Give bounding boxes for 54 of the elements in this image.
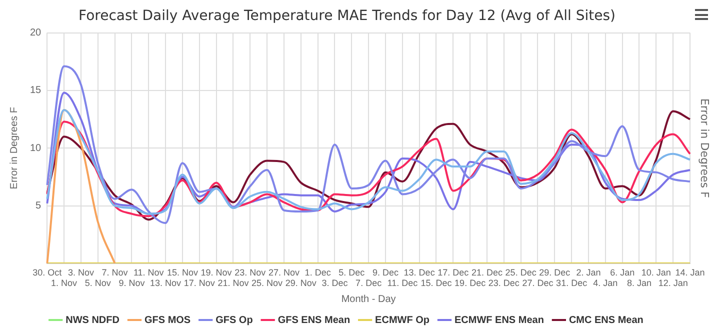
x-tick-label: 27. Nov	[268, 267, 300, 278]
x-tick-label: 6. Jan	[610, 267, 635, 278]
x-axis-title: Month - Day	[341, 294, 396, 305]
x-tick-label: 31. Dec	[556, 278, 588, 288]
x-tick-label: 11. Nov	[133, 267, 164, 278]
x-tick-label: 27. Dec	[522, 278, 554, 288]
x-tick-label: 9. Dec	[372, 267, 399, 278]
x-tick-label: 9. Nov	[118, 278, 146, 288]
x-tick-label: 14. Jan	[675, 267, 705, 278]
x-tick-label: 29. Nov	[285, 278, 317, 288]
y-tick-label: 10	[30, 142, 42, 154]
x-tick-label: 4. Jan	[593, 278, 618, 288]
x-tick-label: 12. Jan	[658, 278, 688, 288]
x-tick-label: 30. Oct	[32, 267, 62, 278]
x-tick-label: 19. Dec	[454, 278, 486, 288]
x-tick-label: 1. Dec	[304, 267, 332, 278]
y2-axis-title: Error in Degrees F	[698, 98, 712, 198]
x-tick-label: 10. Jan	[641, 267, 671, 278]
x-tick-label: 15. Dec	[420, 278, 452, 288]
legend-label: ECMWF Op	[375, 314, 430, 326]
x-tick-label: 1. Nov	[51, 278, 78, 288]
x-tick-label: 21. Nov	[218, 278, 250, 288]
x-tick-label: 19. Nov	[200, 267, 232, 278]
x-tick-label: 5. Dec	[338, 267, 366, 278]
legend-label: GFS Op	[216, 314, 253, 326]
x-tick-label: 8. Jan	[626, 278, 652, 288]
y-tick-label: 15	[30, 85, 42, 96]
x-tick-label: 3. Dec	[322, 278, 348, 288]
x-tick-label: 11. Dec	[387, 278, 418, 288]
legend-label: NWS NDFD	[66, 314, 120, 326]
x-tick-label: 13. Dec	[404, 267, 436, 278]
x-tick-label: 15. Nov	[166, 267, 198, 278]
x-tick-label: 7. Nov	[102, 267, 128, 278]
x-tick-label: 7. Dec	[356, 278, 382, 288]
x-tick-label: 25. Nov	[252, 278, 284, 288]
x-tick-label: 5. Nov	[84, 278, 112, 288]
legend-label: GFS MOS	[144, 314, 191, 326]
legend-label: GFS ENS Mean	[278, 314, 350, 326]
y-axis-title: Error in Degrees F	[8, 106, 20, 190]
x-tick-label: 17. Nov	[184, 278, 216, 288]
x-tick-label: 2. Jan	[576, 267, 601, 278]
x-tick-label: 13. Nov	[150, 278, 182, 288]
x-tick-label: 17. Dec	[438, 267, 470, 278]
x-tick-label: 3. Nov	[68, 267, 94, 278]
chart-title: Forecast Daily Average Temperature MAE Trends for Day 12 (Avg of All Sites)	[78, 8, 616, 24]
y-tick-label: 5	[36, 200, 42, 212]
x-tick-label: 25. Dec	[505, 267, 537, 278]
x-tick-label: 23. Nov	[234, 267, 266, 278]
legend-label: ECMWF ENS Mean	[454, 314, 544, 326]
y-tick-label: 20	[30, 28, 42, 39]
x-tick-label: 23. Dec	[488, 278, 520, 288]
x-tick-label: 21. Dec	[471, 267, 503, 278]
legend-label: CMC ENS Mean	[568, 314, 644, 326]
x-tick-label: 29. Dec	[539, 267, 571, 278]
